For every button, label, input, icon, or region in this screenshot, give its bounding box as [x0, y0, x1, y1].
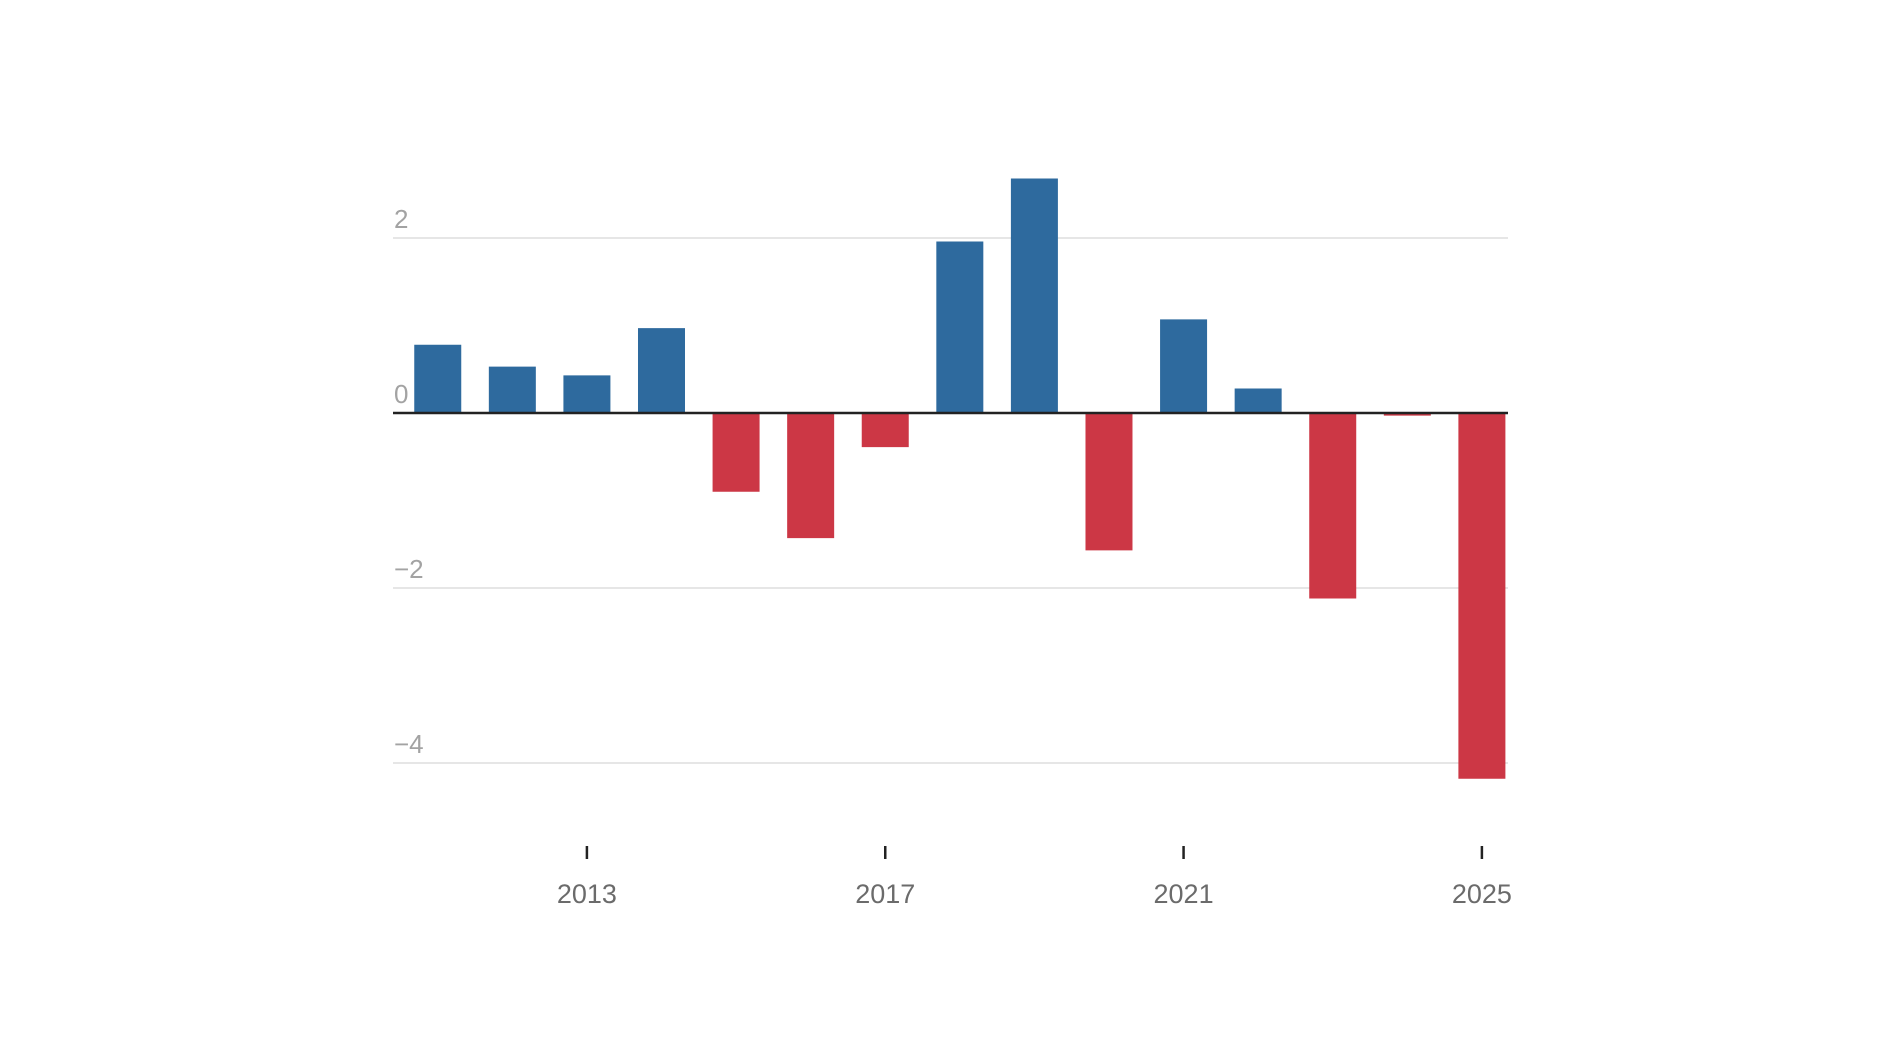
bar-2018 — [936, 241, 984, 413]
y-tick-label: −2 — [394, 554, 424, 584]
x-tick-label: 2025 — [1452, 879, 1512, 909]
bar-2025 — [1458, 413, 1506, 779]
bar-2020 — [1085, 413, 1133, 551]
bar-2017 — [861, 413, 909, 448]
bars — [414, 178, 1506, 779]
x-axis: 2013 2017 2021 2025 — [557, 846, 1512, 909]
bar-2022 — [1234, 388, 1282, 413]
bar-2011 — [414, 344, 462, 413]
y-tick-label: 2 — [394, 204, 408, 234]
bar-2013 — [563, 375, 611, 413]
y-tick-label: 0 — [394, 379, 408, 409]
y-tick-label: −4 — [394, 729, 424, 759]
bar-2015 — [712, 413, 760, 492]
bar-2021 — [1160, 319, 1208, 413]
x-tick-label: 2021 — [1154, 879, 1214, 909]
x-tick-label: 2017 — [855, 879, 915, 909]
bar-2024 — [1383, 413, 1431, 416]
bar-2016 — [787, 413, 835, 539]
y-axis-labels: 2 0 −2 −4 — [394, 204, 424, 759]
bar-2012 — [488, 366, 536, 413]
x-tick-label: 2013 — [557, 879, 617, 909]
bar-2023 — [1309, 413, 1357, 599]
bar-2014 — [637, 328, 685, 413]
bar-2019 — [1010, 178, 1058, 413]
